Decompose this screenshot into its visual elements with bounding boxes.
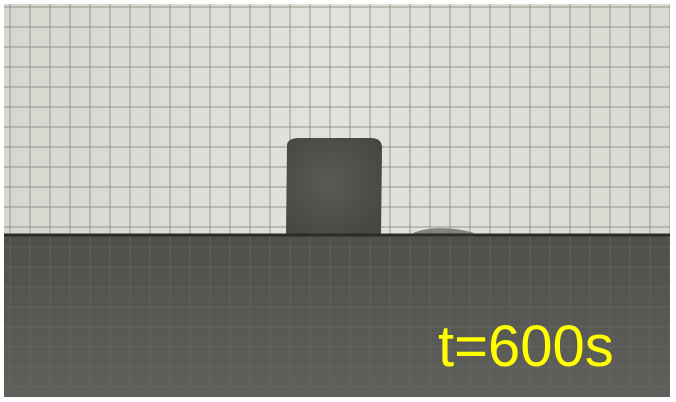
floating-block — [286, 138, 382, 236]
photo-scene — [4, 4, 670, 397]
liquid-region — [4, 235, 670, 397]
time-label: t=600s — [438, 314, 614, 379]
submerged-grid — [4, 235, 670, 397]
experiment-photo — [4, 4, 670, 397]
